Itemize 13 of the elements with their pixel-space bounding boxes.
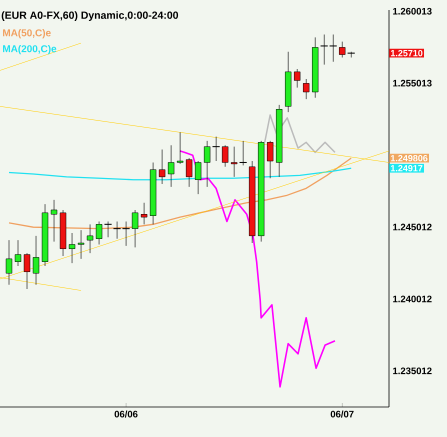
y-tick-label: 1.235012: [393, 368, 432, 374]
chart-title: (EUR A0-FX,60) Dynamic,0:00-24:00: [2, 11, 178, 21]
y-tick-label: 1.240012: [393, 296, 432, 302]
y-tick-label: 1.255013: [393, 80, 432, 87]
text: 1.249806: [390, 154, 428, 162]
x-tick-label: 06/06: [114, 410, 138, 418]
text: 1.24917: [390, 165, 422, 172]
text: MA(200,C)e: [3, 44, 56, 54]
x-tick-label: 06/07: [330, 410, 354, 418]
y-tick-label: 1.260013: [393, 8, 432, 15]
text: MA(50,C)e: [3, 29, 51, 38]
text: 1.25710: [390, 50, 422, 56]
y-tick-label: 1.245012: [393, 224, 432, 230]
